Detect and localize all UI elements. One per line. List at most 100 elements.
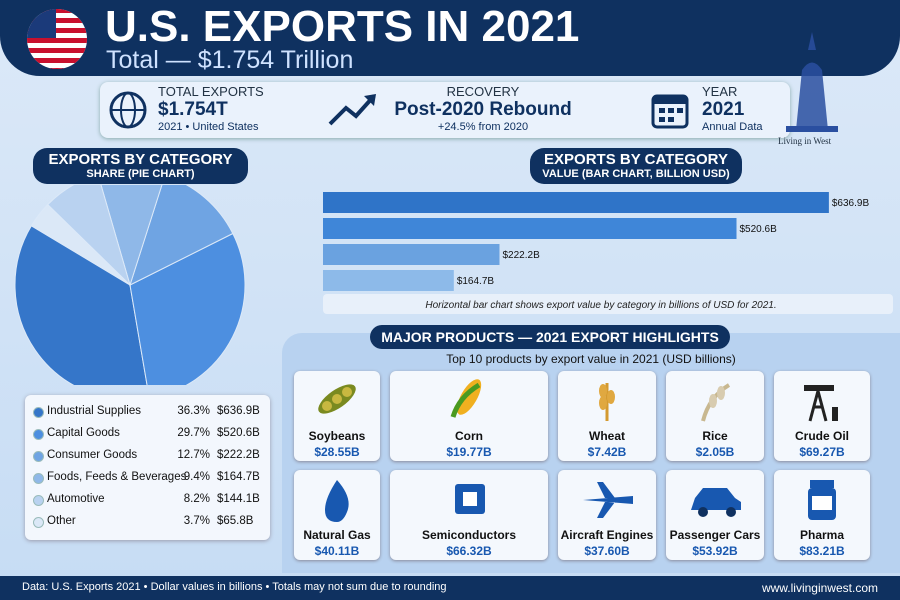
- trend-icon: [328, 94, 376, 126]
- pie-slice: [129, 185, 234, 286]
- product-value: $40.11B: [314, 544, 360, 558]
- pie-slice: [100, 185, 163, 287]
- products-subtitle: Top 10 products by export value in 2021 …: [446, 352, 736, 366]
- legend-swatch: [33, 429, 44, 440]
- product-name: Wheat: [589, 429, 625, 443]
- legend-swatch: [33, 451, 44, 462]
- legend-amount: $520.6B: [217, 427, 260, 439]
- product-card: Semiconductors $66.32B: [390, 470, 548, 560]
- legend-row: Other 3.7% $65.8B: [25, 511, 270, 533]
- footer: Data: U.S. Exports 2021 • Dollar values …: [0, 576, 900, 600]
- stat-note: 2021 • United States: [158, 121, 259, 133]
- product-name: Rice: [702, 429, 728, 443]
- chart-title: EXPORTS BY CATEGORY: [544, 151, 728, 168]
- product-card: Rice $2.05B: [666, 371, 764, 461]
- product-value: $2.05B: [695, 445, 735, 459]
- globe-icon: [109, 91, 147, 129]
- product-value: $66.32B: [446, 544, 492, 558]
- note-box: [323, 294, 893, 314]
- legend: Industrial Supplies 36.3% $636.9B Capital G…: [25, 395, 270, 540]
- legend-row: Consumer Goods 12.7% $222.2B: [25, 445, 270, 467]
- product-value: $19.77B: [446, 445, 492, 459]
- stat: TOTAL EXPORTS $1.754T 2021 • United States: [158, 84, 264, 140]
- pie-title: EXPORTS BY CATEGORY SHARE (PIE CHART): [33, 148, 248, 184]
- legend-row: Industrial Supplies 36.3% $636.9B: [25, 401, 270, 423]
- stat-label: YEAR: [702, 84, 738, 99]
- bar-chart: $636.9B $520.6B $222.2B $164.7B Horizontal b…: [323, 192, 893, 314]
- bar-value-label: $222.2B: [502, 250, 540, 261]
- legend-swatch: [33, 517, 44, 528]
- legend-percent: 36.3%: [177, 405, 210, 417]
- product-icon: [599, 383, 615, 421]
- legend-swatch: [33, 495, 44, 506]
- product-value: $37.60B: [584, 544, 630, 558]
- pie-slice: [129, 232, 246, 385]
- source-note: Data: U.S. Exports 2021 • Dollar values …: [22, 581, 447, 593]
- product-value: $83.21B: [799, 544, 845, 558]
- bar-title: EXPORTS BY CATEGORY VALUE (BAR CHART, BIL…: [530, 148, 742, 184]
- legend-label: Other: [47, 515, 76, 527]
- legend-percent: 9.4%: [183, 471, 210, 483]
- product-card: Crude Oil $69.27B: [774, 371, 870, 461]
- bar: [323, 192, 829, 213]
- product-icon: [804, 385, 838, 422]
- product-name: Soybeans: [308, 429, 366, 443]
- stat-value: Post-2020 Rebound: [394, 99, 572, 120]
- product-name: Pharma: [799, 528, 845, 542]
- product-name: Corn: [455, 429, 483, 443]
- legend-row: Foods, Feeds & Beverages 9.4% $164.7B: [25, 467, 270, 489]
- stat-value: 2021: [702, 99, 745, 120]
- product-card: Pharma $83.21B: [774, 470, 870, 560]
- header: U.S. EXPORTS IN 2021 Total — $1.754 Tril…: [0, 0, 900, 76]
- bar: [323, 218, 737, 239]
- bar: [323, 270, 454, 291]
- product-name: Crude Oil: [794, 429, 849, 443]
- product-value: $53.92B: [692, 544, 738, 558]
- pie-slice: [30, 203, 131, 286]
- legend-row: Capital Goods 29.7% $520.6B: [25, 423, 270, 445]
- product-card: Aircraft Engines $37.60B: [558, 470, 656, 560]
- chart-subtitle: VALUE (BAR CHART, BILLION USD): [542, 168, 730, 180]
- product-icon: [318, 384, 356, 414]
- legend-label: Capital Goods: [47, 427, 120, 439]
- legend-amount: $65.8B: [217, 515, 254, 527]
- legend-percent: 12.7%: [177, 449, 210, 461]
- product-name: Natural Gas: [303, 528, 371, 542]
- product-icon: [583, 482, 633, 518]
- product-icon: [701, 383, 731, 422]
- legend-amount: $636.9B: [217, 405, 260, 417]
- watermark: Living in West: [778, 136, 832, 146]
- product-card: Soybeans $28.55B: [294, 371, 380, 461]
- statue-logo: [786, 32, 838, 132]
- legend-label: Industrial Supplies: [47, 405, 141, 417]
- bar: [323, 244, 500, 265]
- legend-percent: 29.7%: [177, 427, 210, 439]
- product-value: $69.27B: [799, 445, 845, 459]
- product-card: Passenger Cars $53.92B: [666, 470, 764, 560]
- product-value: $7.42B: [587, 445, 627, 459]
- stats-bar: TOTAL EXPORTS $1.754T 2021 • United States…: [100, 82, 790, 138]
- legend-swatch: [33, 473, 44, 484]
- product-icon: [455, 484, 485, 514]
- product-card: Corn $19.77B: [390, 371, 548, 461]
- product-icon: [808, 480, 836, 520]
- chart-subtitle: SHARE (PIE CHART): [86, 168, 195, 180]
- legend-row: Automotive 8.2% $144.1B: [25, 489, 270, 511]
- product-icon: [691, 488, 741, 517]
- stat: RECOVERY Post-2020 Rebound +24.5% from 202…: [388, 84, 578, 140]
- flag-icon: [27, 9, 87, 69]
- legend-amount: $144.1B: [217, 493, 260, 505]
- title: U.S. EXPORTS IN 2021: [105, 2, 580, 51]
- calendar-icon: [651, 94, 689, 129]
- product-name: Aircraft Engines: [560, 528, 654, 542]
- stat-value: $1.754T: [158, 99, 228, 120]
- product-name: Passenger Cars: [669, 528, 761, 542]
- stat-label: TOTAL EXPORTS: [158, 84, 264, 99]
- product-card: Natural Gas $40.11B: [294, 470, 380, 560]
- product-value: $28.55B: [314, 445, 360, 459]
- products-title: MAJOR PRODUCTS — 2021 EXPORT HIGHLIGHTS: [370, 325, 730, 349]
- legend-percent: 3.7%: [183, 515, 210, 527]
- bar-value-label: $520.6B: [740, 224, 778, 235]
- product-icon: [450, 379, 482, 418]
